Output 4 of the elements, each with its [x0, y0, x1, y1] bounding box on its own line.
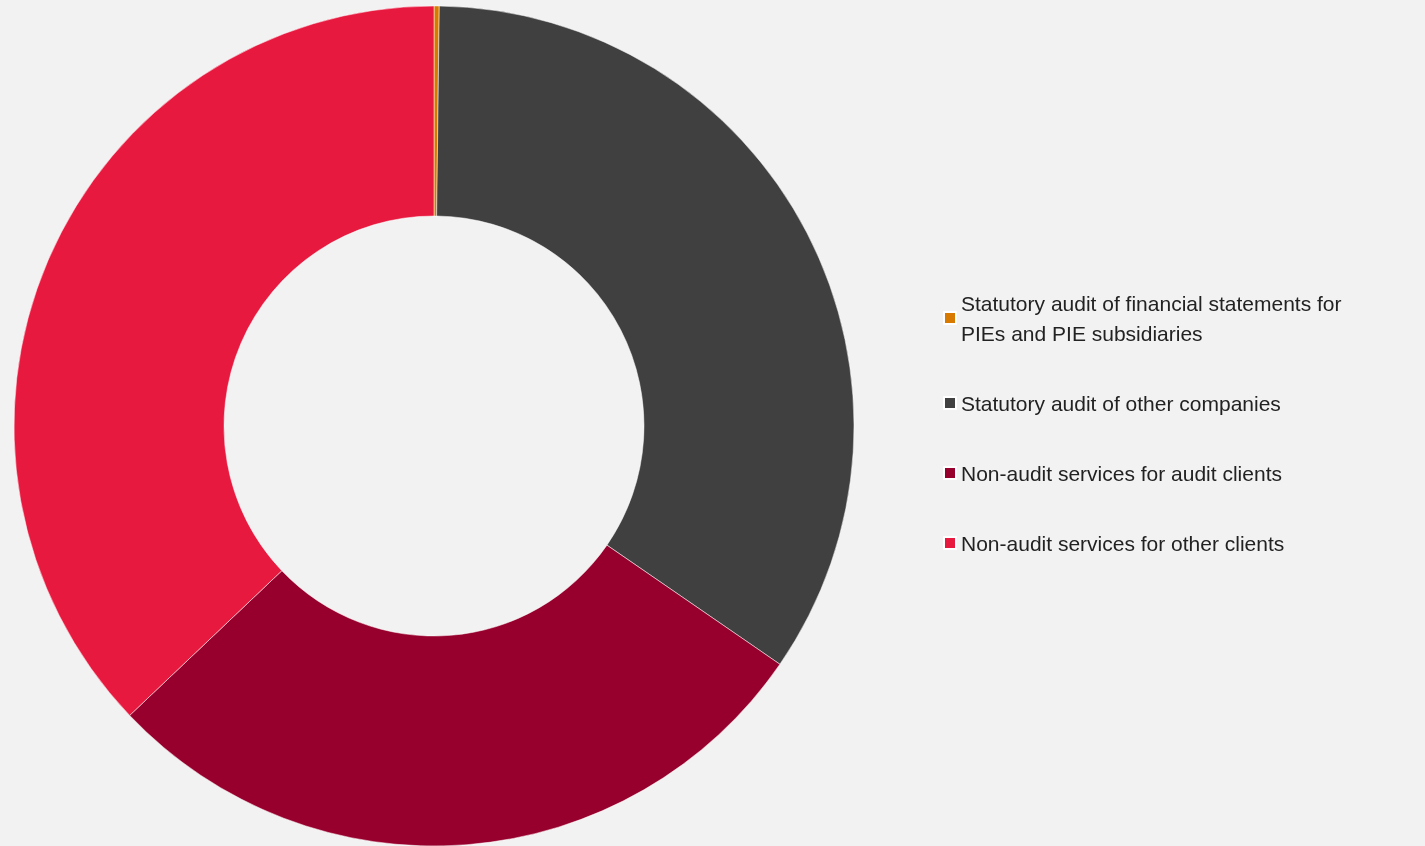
legend-label: Statutory audit of other companies — [961, 391, 1281, 415]
legend-label: Statutory audit of financial statements for PIEs and PIE subsidiaries — [961, 291, 1348, 345]
legend-label: Non-audit services for other clients — [961, 531, 1285, 555]
legend-label: Non-audit services for audit clients — [961, 461, 1282, 485]
